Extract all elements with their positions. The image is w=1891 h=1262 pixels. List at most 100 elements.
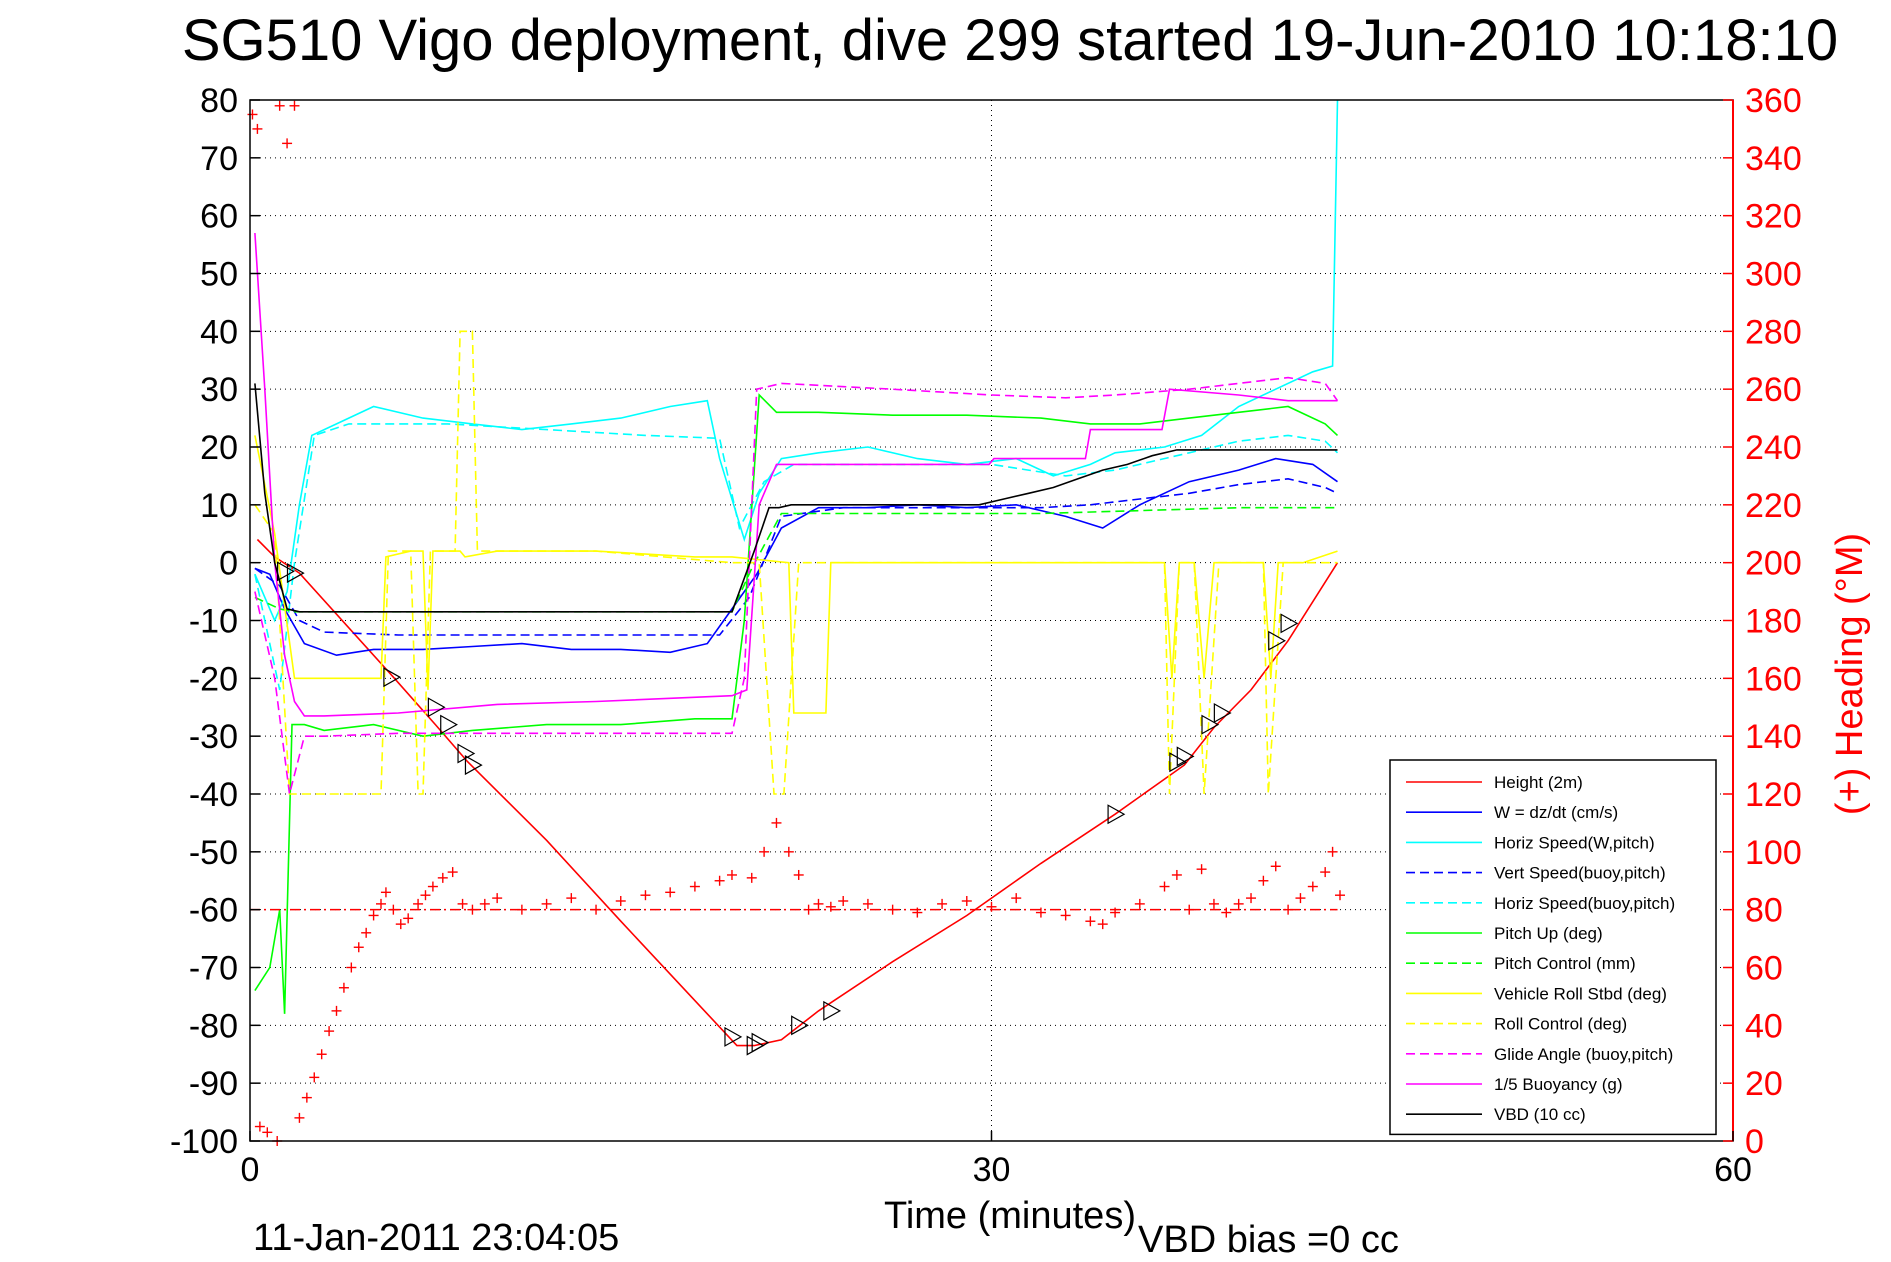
heading-point xyxy=(1011,893,1022,904)
triangle-marker xyxy=(823,1000,842,1021)
series-line-7 xyxy=(254,435,1338,714)
legend-label: 1/5 Buoyancy (g) xyxy=(1494,1075,1623,1094)
series-line-11 xyxy=(254,383,1338,613)
heading-point xyxy=(1184,904,1195,915)
y-tick-label-right: 20 xyxy=(1745,1065,1783,1103)
legend-label: Horiz Speed(buoy,pitch) xyxy=(1494,894,1675,913)
heading-point xyxy=(1097,919,1108,930)
heading-point xyxy=(254,1121,265,1132)
triangle-marker xyxy=(1107,804,1126,825)
triangle-marker xyxy=(277,561,295,582)
axes: 80706050403020100-10-20-30-40-50-60-70-8… xyxy=(170,82,1802,1189)
y-tick-label-right: 160 xyxy=(1745,660,1802,698)
heading-point xyxy=(1159,881,1170,892)
y-tick-label-right: 360 xyxy=(1745,82,1802,120)
footer-vbd-bias: VBD bias =0 cc xyxy=(1138,1219,1399,1261)
legend-label: Horiz Speed(W,pitch) xyxy=(1494,833,1655,852)
heading-point xyxy=(566,893,577,904)
legend-label: VBD (10 cc) xyxy=(1494,1105,1586,1124)
triangle-marker xyxy=(724,1026,743,1047)
y-tick-label-right: 320 xyxy=(1745,198,1802,236)
heading-point xyxy=(771,817,782,828)
y-tick-label-left: -80 xyxy=(189,1007,238,1045)
legend-label: Roll Control (deg) xyxy=(1494,1015,1627,1034)
legend-label: W = dz/dt (cm/s) xyxy=(1494,803,1618,822)
heading-point xyxy=(437,872,448,883)
heading-point xyxy=(492,893,503,904)
legend-label: Vert Speed(buoy,pitch) xyxy=(1494,864,1666,883)
heading-point xyxy=(1320,867,1331,878)
y-tick-label-left: -50 xyxy=(189,834,238,872)
heading-point xyxy=(324,1026,335,1037)
heading-point xyxy=(1035,907,1046,918)
heading-point xyxy=(1171,869,1182,880)
heading-point xyxy=(1335,890,1346,901)
triangle-marker xyxy=(1201,714,1220,735)
y-tick-label-right: 0 xyxy=(1745,1123,1764,1161)
heading-point xyxy=(375,898,386,909)
legend-label: Glide Angle (buoy,pitch) xyxy=(1494,1045,1673,1064)
series-line-4 xyxy=(254,423,1339,691)
heading-point xyxy=(289,100,300,111)
heading-point xyxy=(714,875,725,886)
y-tick-label-left: -90 xyxy=(189,1065,238,1103)
triangle-marker xyxy=(464,755,483,776)
y-tick-label-left: -20 xyxy=(189,660,238,698)
y-tick-label-left: 0 xyxy=(219,545,238,583)
heading-point xyxy=(467,904,478,915)
heading-point xyxy=(1085,916,1096,927)
heading-point xyxy=(541,898,552,909)
heading-point xyxy=(1246,893,1257,904)
heading-point xyxy=(316,1049,327,1060)
heading-point xyxy=(413,898,424,909)
heading-point xyxy=(301,1092,312,1103)
heading-point xyxy=(252,123,263,134)
heading-point xyxy=(420,890,431,901)
y-tick-label-left: 30 xyxy=(200,371,238,409)
y-tick-label-left: -60 xyxy=(189,892,238,930)
x-tick-label: 0 xyxy=(241,1151,260,1189)
triangle-marker xyxy=(1280,613,1299,634)
heading-point xyxy=(591,904,602,915)
heading-point xyxy=(1258,875,1269,886)
y-tick-label-right: 80 xyxy=(1745,892,1783,930)
heading-point xyxy=(838,895,849,906)
y-tick-label-right: 60 xyxy=(1745,950,1783,988)
heading-point xyxy=(640,890,651,901)
y-tick-label-left: -10 xyxy=(189,603,238,641)
heading-point xyxy=(759,846,770,857)
heading-point xyxy=(338,982,349,993)
triangle-marker xyxy=(791,1015,809,1036)
heading-point xyxy=(427,881,438,892)
y-tick-label-right: 260 xyxy=(1745,371,1802,409)
y-tick-label-right: 280 xyxy=(1745,313,1802,351)
heading-point xyxy=(516,904,527,915)
y-tick-label-right: 120 xyxy=(1745,776,1802,814)
y-tick-label-right: 300 xyxy=(1745,256,1802,294)
heading-point xyxy=(282,138,293,149)
heading-point xyxy=(1110,907,1121,918)
y-tick-label-left: -70 xyxy=(189,950,238,988)
heading-point xyxy=(262,1127,273,1138)
triangle-marker xyxy=(1213,703,1232,724)
y-tick-label-left: 80 xyxy=(200,82,238,120)
triangle-marker xyxy=(427,697,446,718)
y-tick-label-right: 340 xyxy=(1745,140,1802,178)
triangle-marker xyxy=(286,563,305,584)
heading-point xyxy=(986,901,997,912)
y-tick-label-left: 70 xyxy=(200,140,238,178)
heading-point xyxy=(912,907,923,918)
triangle-marker xyxy=(1176,746,1195,767)
heading-point xyxy=(615,895,626,906)
triangle-marker xyxy=(440,714,458,735)
heading-point xyxy=(783,846,794,857)
heading-point xyxy=(803,904,814,915)
chart-title: SG510 Vigo deployment, dive 299 started … xyxy=(182,8,1838,73)
y-tick-label-left: 50 xyxy=(200,256,238,294)
series-lines xyxy=(250,99,1339,1047)
series-line-3 xyxy=(254,477,1338,636)
heading-point xyxy=(361,927,372,938)
x-axis-label: Time (minutes) xyxy=(884,1195,1136,1237)
heading-point xyxy=(353,942,364,953)
heading-point xyxy=(793,869,804,880)
